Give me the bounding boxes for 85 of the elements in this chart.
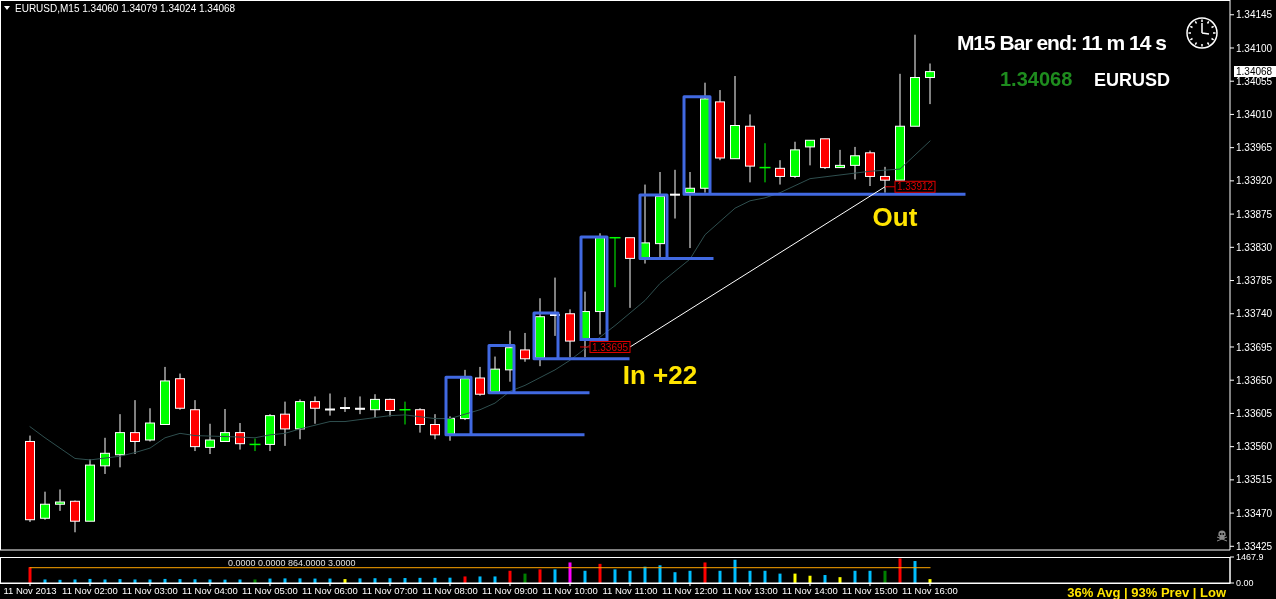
candlestick <box>850 146 860 180</box>
bar <box>538 569 542 583</box>
candlestick <box>280 401 290 447</box>
bar <box>463 576 467 583</box>
candlestick <box>475 366 485 397</box>
x-tick-label: 11 Nov 15:00 <box>842 584 898 596</box>
x-tick-label: 11 Nov 06:00 <box>302 584 358 596</box>
x-tick-label: 11 Nov 05:00 <box>242 584 298 596</box>
x-tick-label: 11 Nov 02:00 <box>62 584 118 596</box>
y-tick-label: 1.33605 <box>1236 407 1273 419</box>
x-tick-label: 11 Nov 16:00 <box>902 584 958 596</box>
x-tick-label: 11 Nov 11:00 <box>602 584 658 596</box>
x-tick-label: 11 Nov 03:00 <box>122 584 178 596</box>
annotation: 1.34068 <box>1000 68 1073 90</box>
y-tick-label: 1.34145 <box>1236 9 1273 21</box>
candlestick <box>835 149 845 169</box>
y-tick-label: 1.33470 <box>1236 507 1273 519</box>
candlestick <box>130 399 140 455</box>
candlestick <box>430 413 440 440</box>
annotation: M15 Bar end: 11 m 14 s <box>956 31 1167 54</box>
y-tick-label: 1.33695 <box>1236 341 1273 353</box>
x-tick-label: 11 Nov 12:00 <box>662 584 718 596</box>
bar <box>898 558 902 583</box>
bar <box>733 559 737 583</box>
candlestick <box>340 396 350 413</box>
y-tick-label: 1.33515 <box>1236 474 1273 486</box>
y-tick-label: 1.34100 <box>1236 42 1273 54</box>
annotation: EURUSD <box>1094 70 1171 90</box>
candlestick <box>805 139 815 166</box>
y-tick-label: 1467.9 <box>1236 552 1264 563</box>
x-tick-label: 11 Nov 04:00 <box>182 584 238 596</box>
candlestick <box>115 413 125 468</box>
x-tick-label: 11 Nov 10:00 <box>542 584 598 596</box>
bar <box>478 576 482 583</box>
candlestick <box>40 491 50 521</box>
y-tick-label: 1.33560 <box>1236 441 1273 453</box>
bar <box>553 569 557 583</box>
y-tick-label: 1.33785 <box>1236 275 1273 287</box>
candlestick <box>70 500 80 533</box>
annotation: 1.33912 <box>896 181 934 193</box>
y-tick-label: 0.00 <box>1236 578 1254 589</box>
x-tick-label: 11 Nov 13:00 <box>722 584 778 596</box>
bar <box>703 562 707 583</box>
x-tick-label: 11 Nov 2013 <box>3 584 57 596</box>
line-series <box>29 140 931 461</box>
chart-title: EURUSD,M15 1.34060 1.34079 1.34024 1.34068 <box>15 3 236 14</box>
y-tick-label: 1.33965 <box>1236 142 1273 154</box>
candlestick <box>355 395 365 415</box>
candlestick <box>775 159 785 186</box>
x-tick-label: 11 Nov 09:00 <box>482 584 538 596</box>
bar <box>568 562 572 583</box>
y-tick-label: 1.33425 <box>1236 540 1273 552</box>
annotation: 0.0000 0.0000 864.0000 3.0000 <box>228 557 356 568</box>
bar <box>658 565 662 583</box>
y-tick-label: 1.33830 <box>1236 241 1273 253</box>
candlestick <box>310 395 320 425</box>
annotation: Out <box>872 202 918 232</box>
x-tick-label: 11 Nov 14:00 <box>782 584 838 596</box>
bar <box>493 576 497 583</box>
bar <box>613 569 617 583</box>
y-tick-label: 1.34055 <box>1236 75 1273 87</box>
annotation: 1.33695 <box>591 341 629 353</box>
text: 1.34068 <box>1236 66 1273 77</box>
x-tick-label: 11 Nov 07:00 <box>362 584 418 596</box>
y-tick-label: 1.33740 <box>1236 308 1273 320</box>
candlestick <box>55 488 65 512</box>
y-tick-label: 1.33920 <box>1236 175 1273 187</box>
candlestick <box>370 393 380 419</box>
candlestick <box>520 332 530 363</box>
candlestick <box>205 423 215 455</box>
candlestick <box>865 150 875 187</box>
candlestick <box>670 169 680 220</box>
y-tick-label: 1.33875 <box>1236 208 1273 220</box>
candlestick <box>220 408 230 442</box>
x-tick-label: 11 Nov 08:00 <box>422 584 478 596</box>
bar <box>913 561 917 583</box>
candlestick <box>625 237 635 309</box>
candlestick <box>925 62 935 105</box>
candlestick <box>145 407 155 442</box>
bar <box>673 572 677 583</box>
annotation: In +22 <box>622 360 698 390</box>
y-tick-label: 1.33650 <box>1236 374 1273 386</box>
candlestick <box>325 392 335 417</box>
candlestick <box>415 407 425 434</box>
y-tick-label: 1.34010 <box>1236 108 1273 120</box>
